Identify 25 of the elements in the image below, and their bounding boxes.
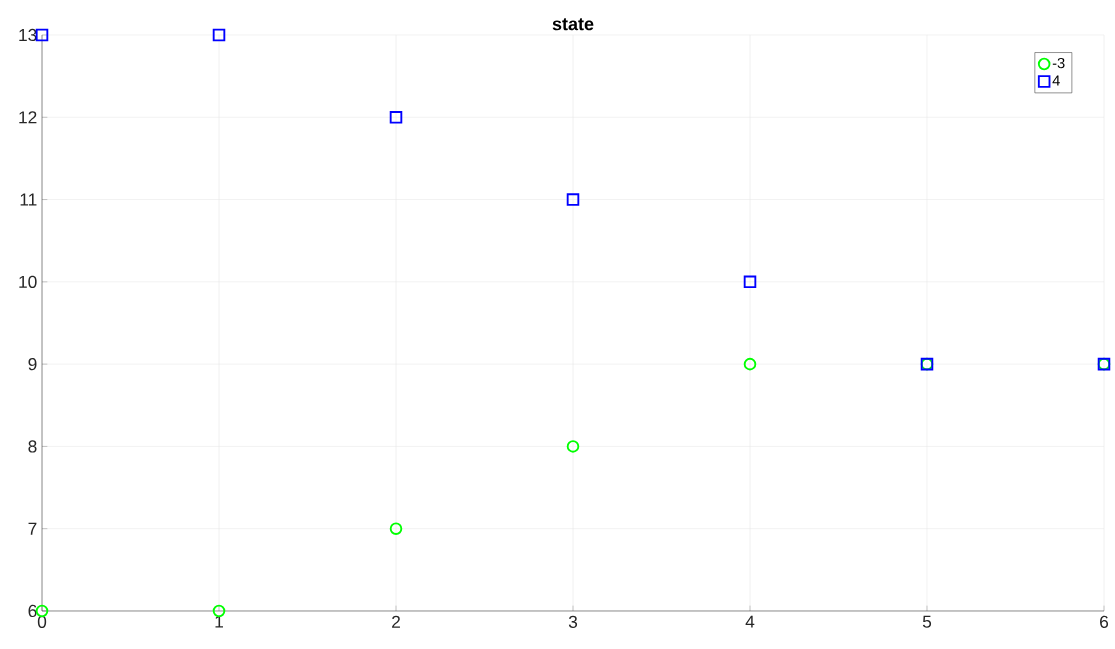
x-tick-label: 5 [922,615,932,628]
y-tick-label: 10 [19,275,37,288]
point [566,440,580,453]
y-tick-label: 7 [28,522,37,535]
x-tick-label: 2 [392,615,400,628]
legend-label: -3 [1052,57,1065,69]
point [212,28,226,42]
chart-title: state [552,18,594,31]
y-tick-label: 8 [28,440,37,453]
point [743,275,757,289]
point [35,28,49,42]
x-tick-label: 6 [1100,615,1109,628]
y-tick-label: 9 [28,357,37,371]
y-tick-label: 12 [19,111,37,124]
y-tick-label: 13 [19,28,37,42]
x-tick-label: 4 [745,615,755,628]
y-tick-label: 6 [28,604,37,618]
x-tick-label: 3 [568,615,578,628]
point [743,357,757,371]
y-tick-label: 11 [20,193,37,206]
point [389,111,403,124]
point [566,193,580,206]
point [389,522,403,535]
legend-label: 4 [1052,75,1060,86]
x-tick-label: 0 [37,615,47,628]
